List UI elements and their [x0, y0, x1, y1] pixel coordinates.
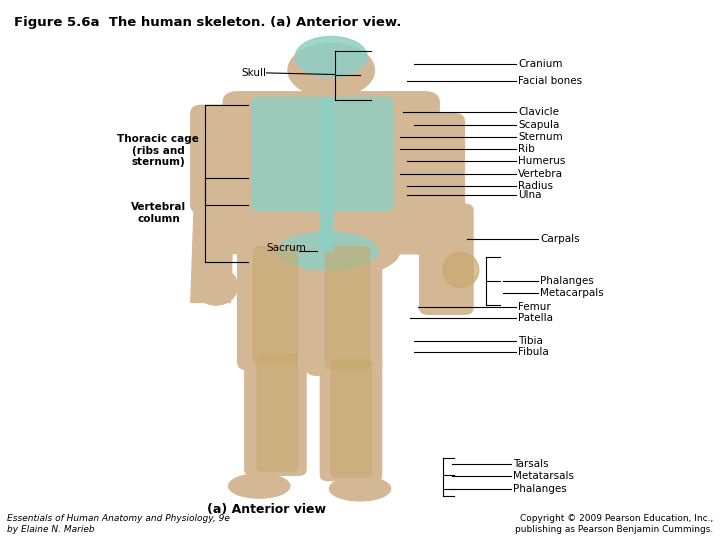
FancyBboxPatch shape: [223, 92, 439, 254]
Text: Vertebra: Vertebra: [518, 170, 563, 179]
Text: Copyright © 2009 Pearson Education, Inc.,
publishing as Pearson Benjamin Cumming: Copyright © 2009 Pearson Education, Inc.…: [515, 514, 713, 534]
Text: Radius: Radius: [518, 181, 554, 191]
Text: Phalanges: Phalanges: [513, 484, 567, 494]
FancyBboxPatch shape: [253, 247, 297, 363]
Ellipse shape: [194, 267, 238, 305]
FancyBboxPatch shape: [306, 240, 382, 375]
Polygon shape: [191, 200, 234, 302]
Ellipse shape: [295, 36, 367, 77]
FancyBboxPatch shape: [257, 355, 297, 471]
Text: Femur: Femur: [518, 302, 551, 312]
FancyBboxPatch shape: [320, 356, 382, 481]
Text: Metatarsals: Metatarsals: [513, 471, 575, 481]
Ellipse shape: [443, 252, 479, 287]
Ellipse shape: [288, 43, 374, 97]
Text: Scapula: Scapula: [518, 120, 559, 130]
Text: Carpals: Carpals: [540, 234, 580, 244]
Text: Tarsals: Tarsals: [513, 460, 549, 469]
Text: Vertebral
column: Vertebral column: [131, 202, 186, 224]
Bar: [317, 81, 346, 103]
Text: Facial bones: Facial bones: [518, 76, 582, 86]
Text: (a) Anterior view: (a) Anterior view: [207, 503, 326, 516]
FancyBboxPatch shape: [238, 240, 313, 370]
Text: Fibula: Fibula: [518, 347, 549, 357]
Ellipse shape: [229, 474, 289, 498]
FancyBboxPatch shape: [252, 97, 392, 211]
Text: Cranium: Cranium: [518, 59, 563, 69]
Text: Clavicle: Clavicle: [518, 107, 559, 117]
FancyBboxPatch shape: [420, 204, 473, 314]
Text: Ulna: Ulna: [518, 191, 542, 200]
Text: Skull: Skull: [241, 68, 266, 78]
Text: Sacrum: Sacrum: [266, 244, 306, 253]
Bar: [320, 100, 333, 251]
Text: Patella: Patella: [518, 313, 554, 322]
Text: Thoracic cage
(ribs and
sternum): Thoracic cage (ribs and sternum): [117, 134, 199, 167]
Ellipse shape: [329, 477, 391, 501]
FancyBboxPatch shape: [325, 247, 369, 369]
Text: Tibia: Tibia: [518, 336, 544, 346]
Ellipse shape: [256, 224, 400, 278]
FancyBboxPatch shape: [331, 360, 372, 477]
Text: Humerus: Humerus: [518, 157, 566, 166]
FancyBboxPatch shape: [245, 351, 306, 475]
Ellipse shape: [433, 251, 474, 289]
Ellipse shape: [277, 232, 378, 270]
Text: Phalanges: Phalanges: [540, 276, 594, 286]
Text: Metacarpals: Metacarpals: [540, 288, 604, 298]
Text: Sternum: Sternum: [518, 132, 563, 142]
FancyBboxPatch shape: [403, 113, 464, 224]
FancyBboxPatch shape: [191, 105, 252, 213]
Text: Essentials of Human Anatomy and Physiology, 9e
by Elaine N. Marieb: Essentials of Human Anatomy and Physiolo…: [7, 514, 230, 534]
Text: Rib: Rib: [518, 144, 535, 154]
Text: Figure 5.6a  The human skeleton. (a) Anterior view.: Figure 5.6a The human skeleton. (a) Ante…: [14, 16, 402, 29]
